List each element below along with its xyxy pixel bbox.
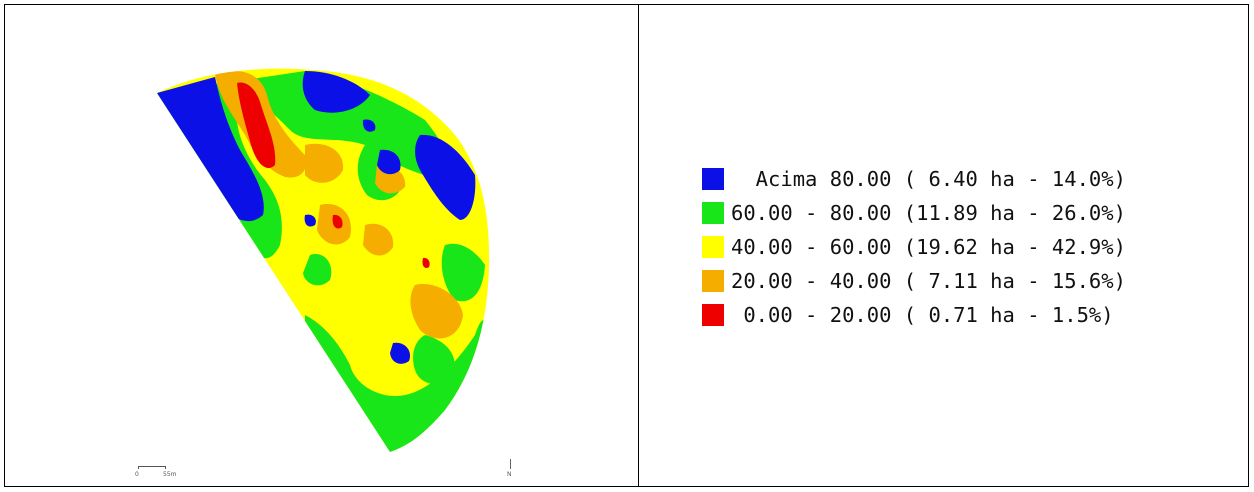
scale-start-label: 0 [135,471,139,478]
zone-acima-80-spot-d [362,119,376,132]
legend-swatch [702,270,724,292]
zone-20-40-a [305,143,344,183]
legend-item: 40.00 - 60.00 (19.62 ha - 42.9%) [702,230,1126,264]
yield-zones [157,68,490,453]
zone-20-40-e [375,164,406,194]
legend-swatch [702,236,724,258]
legend-swatch [702,304,724,326]
panel-divider [638,4,639,487]
legend-swatch [702,202,724,224]
zone-0-20-spot-a [332,214,343,229]
legend-item: 20.00 - 40.00 ( 7.11 ha - 15.6%) [702,264,1126,298]
north-label: N [507,471,512,478]
legend-item: Acima 80.00 ( 6.40 ha - 14.0%) [702,162,1126,196]
zone-60-80-patch [303,254,332,286]
scale-end-label: 55m [163,471,177,478]
zone-0-20-spot-b [422,257,430,268]
legend-panel: Acima 80.00 ( 6.40 ha - 14.0%) 60.00 - 8… [639,5,1249,486]
map-panel: 0 55m N [5,5,638,486]
zone-acima-80-spot-c [304,214,316,227]
zone-20-40-c [410,284,463,339]
zone-0-20-ridge [237,82,276,169]
legend-swatch [702,168,724,190]
zone-acima-80-spot-a [377,149,401,175]
zone-acima-80-east [415,134,476,220]
page-frame [4,4,1249,487]
legend-label: 60.00 - 80.00 (11.89 ha - 26.0%) [731,201,1126,225]
zone-acima-80-west [157,77,264,222]
zone-60-80-patch-2 [413,335,455,385]
zone-acima-80-spot-b [390,342,411,364]
zone-60-80-east [441,243,485,302]
legend-item: 0.00 - 20.00 ( 0.71 ha - 1.5%) [702,298,1126,332]
field-map [157,68,490,453]
legend-label: 20.00 - 40.00 ( 7.11 ha - 15.6%) [731,269,1126,293]
scale-bar: 0 55m [135,461,195,483]
scale-line [138,466,166,469]
zone-20-40-d [363,223,394,256]
legend-label: 0.00 - 20.00 ( 0.71 ha - 1.5%) [731,303,1114,327]
legend-label: Acima 80.00 ( 6.40 ha - 14.0%) [731,167,1126,191]
north-arrow: N [505,459,517,485]
legend-item: 60.00 - 80.00 (11.89 ha - 26.0%) [702,196,1126,230]
zone-acima-80-north [302,71,370,113]
legend-label: 40.00 - 60.00 (19.62 ha - 42.9%) [731,235,1126,259]
north-arrow-icon [510,459,511,469]
legend: Acima 80.00 ( 6.40 ha - 14.0%) 60.00 - 8… [702,162,1126,332]
